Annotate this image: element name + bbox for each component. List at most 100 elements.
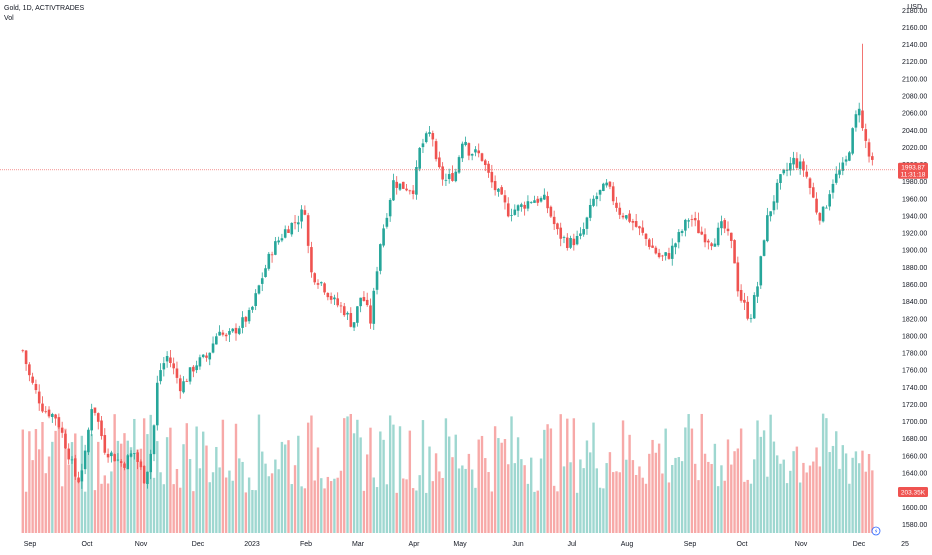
volume-bar	[388, 415, 392, 533]
candle-body	[506, 203, 510, 217]
candle-body	[628, 213, 631, 222]
candle-body	[287, 229, 290, 233]
volume-bar	[677, 457, 680, 533]
candle-body	[382, 228, 385, 246]
volume-bar	[274, 459, 277, 533]
candle-body	[736, 262, 740, 292]
current-price-label: 1993.87	[901, 164, 925, 171]
volume-bar	[815, 447, 818, 533]
volume-bar	[582, 468, 585, 533]
volume-bar	[234, 423, 238, 533]
candle-body	[697, 220, 700, 234]
volume-bar	[782, 459, 785, 533]
volume-bar	[339, 470, 343, 533]
volume-bar	[385, 484, 389, 533]
price-tick-label: 1860.00	[902, 282, 927, 289]
candle-body	[684, 219, 687, 231]
volume-bar	[172, 484, 175, 533]
volume-bar	[861, 450, 864, 533]
candle-body	[339, 305, 343, 307]
volume-bar	[835, 431, 838, 533]
volume-bar	[657, 443, 661, 533]
volume-bar	[372, 477, 375, 533]
currency-label[interactable]: USD	[907, 4, 922, 11]
candle-body	[385, 217, 389, 227]
volume-value-tag	[898, 487, 928, 497]
volume-bar	[575, 492, 579, 533]
candle-body	[67, 448, 71, 460]
candle-body	[470, 153, 474, 156]
volume-bar	[867, 453, 871, 533]
candle-body	[592, 198, 595, 206]
candle-body	[464, 141, 467, 146]
volume-bar	[474, 487, 477, 533]
candle-body	[211, 343, 215, 353]
volume-bar	[484, 458, 487, 533]
candle-body	[651, 245, 654, 248]
volume-bar	[559, 414, 562, 533]
candle-body	[139, 461, 143, 468]
volume-bar	[270, 473, 274, 533]
candle-body	[772, 201, 776, 211]
volume-bar	[218, 467, 221, 533]
volume-bar	[356, 419, 359, 533]
volume-bar	[44, 473, 47, 533]
volume-bar	[602, 488, 605, 533]
candle-body	[326, 292, 330, 298]
volume-bar	[608, 452, 612, 533]
time-axis[interactable]: Sep Oct Nov Dec 2023 Feb Mar Apr May Jun Jul Aug Sep…	[24, 541, 909, 548]
volume-bar	[730, 464, 733, 533]
volume-bar	[192, 491, 195, 533]
volume-bar	[477, 439, 480, 533]
candle-body	[523, 204, 526, 209]
volume-bar	[631, 460, 635, 533]
volume-bar	[303, 488, 307, 533]
candle-body	[215, 336, 218, 345]
candle-body	[700, 231, 704, 235]
candle-body	[598, 189, 602, 195]
volume-bar	[418, 475, 421, 533]
price-tick-label: 2140.00	[902, 42, 927, 49]
volume-bar	[97, 441, 100, 533]
volume-bar	[461, 465, 464, 533]
price-tick-label: 2020.00	[902, 145, 927, 152]
candle-body	[405, 188, 408, 191]
candle-body	[303, 210, 307, 215]
volume-bar	[67, 464, 70, 533]
volume-bar	[379, 431, 382, 533]
candle-body	[64, 433, 67, 449]
candle-body	[257, 285, 261, 294]
volume-bar	[254, 490, 257, 533]
volume-bar	[261, 451, 264, 533]
candle-body	[848, 152, 851, 161]
candle-body	[123, 463, 126, 468]
price-tick-label: 1760.00	[902, 368, 927, 375]
volume-bar	[126, 440, 129, 533]
volume-bar	[543, 429, 546, 533]
time-tick-label: Feb	[300, 541, 312, 548]
candle-body	[477, 150, 481, 154]
candle-body	[267, 253, 271, 269]
price-tick-label: 1800.00	[902, 333, 927, 340]
candle-body	[661, 255, 664, 257]
volume-bar	[539, 458, 543, 533]
price-axis[interactable]: 2180.00 2160.00 2140.00 2120.00 2100.00 2080.…	[896, 0, 932, 550]
symbol-label[interactable]: Gold, 1D, ACTIVTRADES	[4, 5, 85, 12]
candle-body	[159, 370, 162, 382]
volume-bar	[667, 482, 671, 533]
candle-body	[595, 196, 599, 200]
time-tick-label: Jun	[512, 541, 523, 548]
volume-bar	[746, 479, 749, 533]
volume-legend-label[interactable]: Vol	[4, 15, 14, 22]
volume-bar	[690, 428, 694, 533]
volume-bar	[749, 483, 753, 533]
candle-body	[851, 128, 854, 154]
volume-bar	[785, 483, 789, 533]
candle-body	[208, 352, 212, 360]
candle-body	[582, 229, 585, 235]
candle-body	[631, 221, 635, 223]
candle-body	[280, 238, 284, 241]
volume-bar	[346, 416, 349, 533]
